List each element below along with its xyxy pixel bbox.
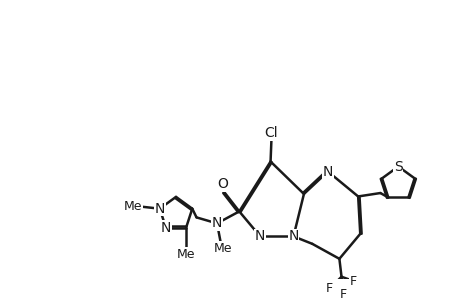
Text: N: N (322, 164, 332, 178)
Text: N: N (288, 230, 298, 243)
Text: F: F (339, 288, 347, 300)
Text: O: O (217, 178, 228, 191)
Text: N: N (160, 221, 171, 235)
Text: Me: Me (124, 200, 142, 213)
Text: N: N (254, 230, 265, 243)
Text: F: F (349, 274, 356, 287)
Text: F: F (325, 282, 332, 295)
Text: Cl: Cl (264, 126, 278, 140)
Text: N: N (212, 216, 222, 230)
Text: N: N (154, 202, 165, 216)
Text: Me: Me (213, 242, 231, 255)
Text: Me: Me (176, 248, 195, 261)
Text: S: S (393, 160, 402, 173)
